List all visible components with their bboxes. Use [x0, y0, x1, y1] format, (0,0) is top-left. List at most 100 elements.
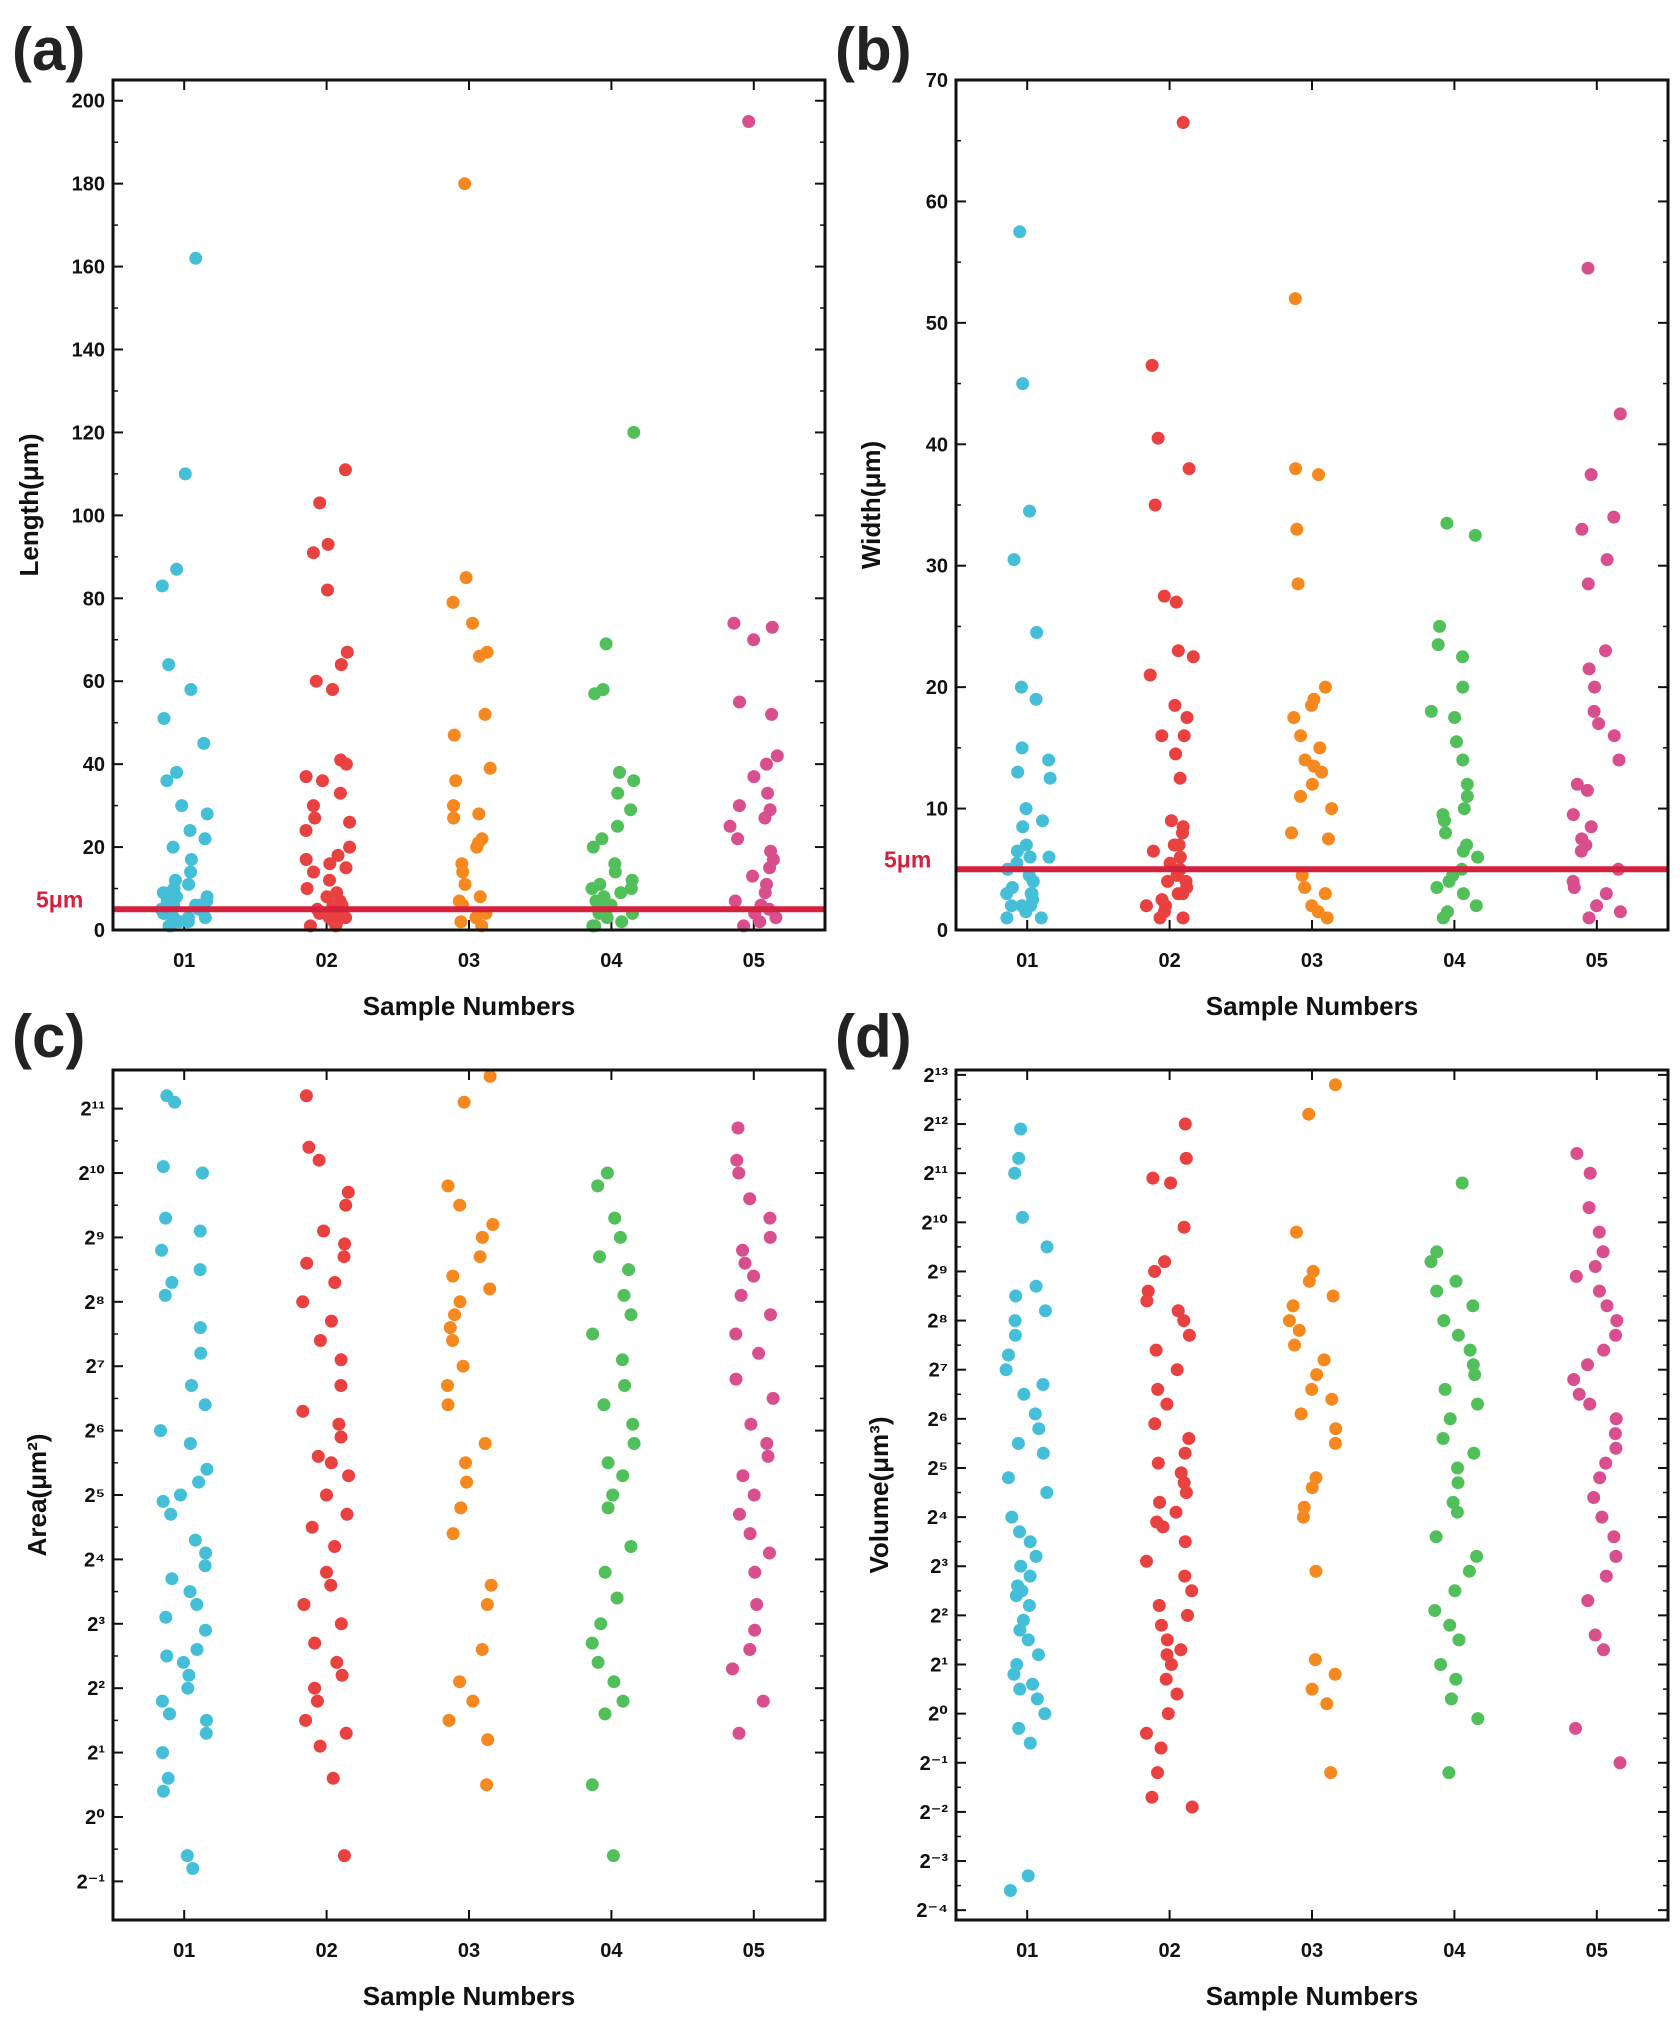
data-point: [160, 774, 174, 788]
data-point: [309, 674, 323, 688]
data-point: [728, 894, 742, 908]
data-point: [459, 571, 473, 585]
data-point: [1583, 1166, 1597, 1180]
panel-label: (b): [835, 16, 912, 83]
data-point: [324, 1578, 338, 1592]
data-point: [453, 1295, 467, 1309]
data-point: [1148, 1417, 1162, 1431]
data-point: [330, 1655, 344, 1669]
data-point: [1302, 1107, 1316, 1121]
data-point: [730, 1153, 744, 1167]
data-point: [1583, 1397, 1597, 1411]
data-point: [1007, 553, 1021, 567]
data-point: [585, 882, 599, 895]
data-point: [198, 1398, 212, 1412]
data-point: [1450, 1505, 1464, 1519]
data-point: [1158, 1255, 1172, 1269]
data-point: [764, 1308, 777, 1322]
data-point: [1023, 1569, 1037, 1583]
y-tick-label: 180: [72, 174, 105, 196]
data-point: [766, 1391, 780, 1405]
data-point: [1288, 292, 1302, 306]
data-point: [1042, 850, 1056, 864]
data-point: [1471, 1397, 1484, 1411]
data-point: [1016, 1210, 1029, 1224]
data-point: [1587, 1491, 1601, 1504]
data-point: [1328, 1436, 1342, 1450]
data-point: [1145, 1790, 1159, 1804]
data-point: [1140, 1294, 1154, 1308]
data-point: [1443, 1412, 1457, 1426]
data-point: [334, 1617, 348, 1631]
data-point: [618, 1379, 632, 1392]
data-point: [299, 824, 313, 837]
data-point: [1023, 504, 1036, 518]
data-point: [1029, 1549, 1043, 1563]
data-point: [448, 1308, 461, 1322]
data-point: [1609, 1328, 1623, 1342]
data-point: [331, 848, 345, 862]
data-point: [1005, 1510, 1019, 1524]
data-point: [1160, 1648, 1174, 1662]
data-point: [1325, 1392, 1339, 1406]
x-tick-label: 03: [458, 950, 480, 972]
data-point: [189, 251, 203, 265]
data-point: [591, 1179, 605, 1193]
data-point: [1161, 874, 1175, 888]
data-point: [1179, 1151, 1193, 1165]
data-point: [1466, 1358, 1480, 1372]
data-point: [610, 1591, 624, 1605]
data-point: [1173, 771, 1187, 785]
data-point: [1433, 619, 1446, 633]
data-point: [1462, 1564, 1476, 1578]
data-point: [1160, 1633, 1174, 1647]
y-tick-label: 2⁵: [927, 1458, 948, 1480]
x-tick-label: 02: [1158, 950, 1180, 972]
data-point: [747, 1269, 761, 1283]
data-point: [174, 1488, 187, 1502]
data-point: [297, 1598, 311, 1611]
data-point: [1287, 711, 1301, 724]
y-tick-label: 40: [83, 754, 105, 776]
data-point: [1439, 826, 1452, 840]
data-point: [1596, 1245, 1610, 1259]
data-point: [1182, 1432, 1196, 1445]
data-point: [156, 1746, 170, 1760]
data-point: [588, 687, 602, 701]
data-point: [193, 1224, 207, 1238]
data-point: [598, 1707, 612, 1721]
y-tick-label: 2³: [87, 1614, 105, 1636]
data-point: [1001, 1471, 1015, 1485]
x-tick-label: 05: [743, 1940, 765, 1962]
data-point: [1007, 1667, 1021, 1681]
data-point: [339, 757, 353, 771]
data-point: [1157, 589, 1171, 603]
data-point: [1173, 850, 1187, 864]
data-point: [308, 811, 322, 825]
data-point: [748, 1565, 762, 1579]
data-point: [182, 877, 196, 891]
data-point: [167, 911, 181, 925]
y-tick-label: 2¹: [930, 1655, 948, 1677]
x-axis-title: Sample Numbers: [1206, 1981, 1418, 2011]
data-point: [184, 865, 198, 879]
data-point: [736, 1243, 749, 1257]
data-point: [457, 1095, 471, 1109]
data-point: [758, 886, 772, 900]
y-tick-label: 2⁰: [85, 1807, 105, 1829]
x-tick-label: 04: [1443, 950, 1466, 972]
data-point: [1180, 711, 1194, 724]
data-point: [1328, 1078, 1342, 1092]
data-point: [1000, 887, 1014, 901]
data-point: [1003, 1884, 1017, 1897]
data-point: [627, 774, 641, 788]
data-point: [1440, 516, 1454, 530]
data-point: [1592, 1225, 1606, 1239]
data-point: [170, 562, 184, 576]
data-point: [729, 1327, 743, 1341]
data-point: [478, 707, 492, 721]
data-point: [1581, 1594, 1595, 1608]
data-point: [1438, 814, 1451, 828]
data-point: [447, 799, 460, 813]
data-point: [1320, 911, 1334, 925]
